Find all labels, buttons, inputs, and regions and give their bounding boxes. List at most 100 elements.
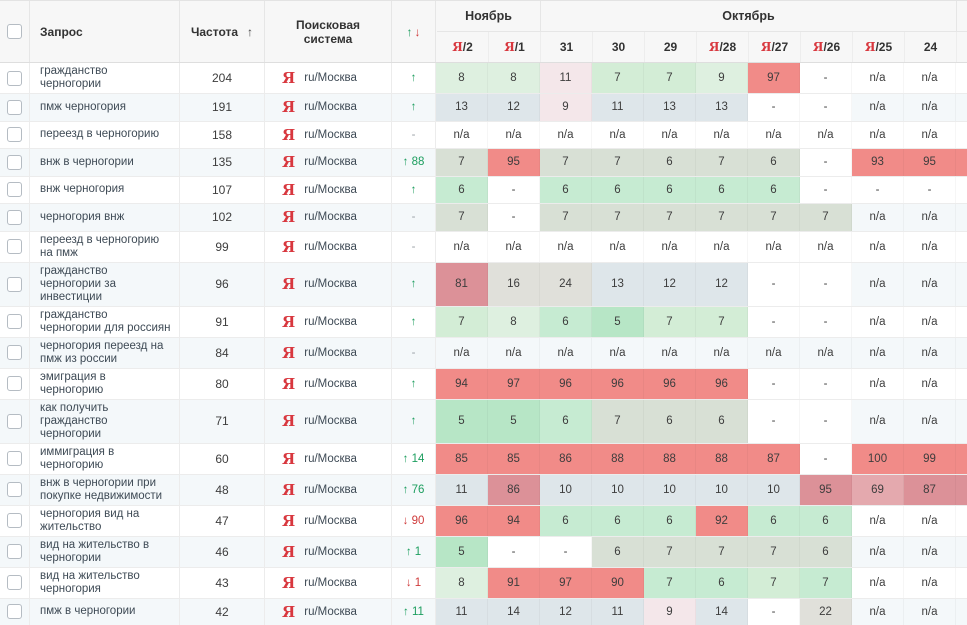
- position-cell: n/a: [540, 122, 592, 149]
- position-cell: -: [488, 536, 540, 567]
- position-cell: 100: [852, 443, 904, 474]
- position-cell: 11: [436, 474, 488, 505]
- change-up-indicator: ↑ 1: [405, 545, 422, 558]
- query-cell[interactable]: гражданство черногории для россиян: [30, 306, 180, 337]
- query-cell[interactable]: гражданство черногории: [30, 63, 180, 93]
- query-cell[interactable]: пмж в черногории: [30, 598, 180, 625]
- day-header-31[interactable]: 31: [541, 32, 593, 62]
- select-all-checkbox[interactable]: [7, 24, 22, 39]
- change-none-indicator: -: [411, 211, 416, 224]
- day-header-1[interactable]: Я/1: [489, 32, 541, 62]
- change-none-indicator: -: [411, 240, 416, 253]
- row-checkbox[interactable]: [7, 604, 22, 620]
- change-cell: -: [392, 204, 436, 231]
- position-cell: n/a: [852, 232, 904, 262]
- row-edge: [956, 537, 967, 567]
- search-engine-column-header: Поисковая система: [265, 1, 392, 62]
- position-cell: 7: [592, 399, 644, 443]
- change-down-indicator: ↓ 1: [405, 576, 422, 589]
- engine-region-label: ru/Москва: [304, 452, 357, 465]
- row-checkbox[interactable]: [7, 451, 22, 466]
- day-header-24[interactable]: 24: [905, 32, 957, 62]
- row-checkbox[interactable]: [7, 70, 22, 86]
- row-edge: [956, 232, 967, 262]
- query-cell[interactable]: гражданство черногории за инвестиции: [30, 262, 180, 306]
- row-checkbox[interactable]: [7, 544, 22, 559]
- day-header-2[interactable]: Я/2: [437, 32, 489, 62]
- row-checkbox[interactable]: [7, 345, 22, 360]
- day-label: /27: [771, 40, 789, 54]
- change-column-header[interactable]: ↑ ↓: [392, 1, 436, 62]
- position-cell: 13: [696, 94, 748, 121]
- query-cell[interactable]: внж в черногории при покупке недвижимост…: [30, 474, 180, 505]
- query-column-header[interactable]: Запрос: [30, 1, 180, 62]
- query-cell[interactable]: переезд в черногорию: [30, 121, 180, 148]
- position-cell: 87: [748, 443, 800, 474]
- position-cell: -: [748, 598, 800, 625]
- query-cell[interactable]: иммиграция в черногорию: [30, 443, 180, 474]
- query-cell[interactable]: внж черногория: [30, 176, 180, 203]
- day-header-29[interactable]: 29: [645, 32, 697, 62]
- row-checkbox[interactable]: [7, 182, 22, 198]
- query-cell[interactable]: вид на жительство в черногории: [30, 536, 180, 567]
- row-checkbox[interactable]: [7, 154, 22, 170]
- change-none-indicator: -: [411, 346, 416, 359]
- row-checkbox[interactable]: [7, 99, 22, 115]
- frequency-column-header[interactable]: Частота ↑: [180, 1, 265, 62]
- row-checkbox[interactable]: [7, 314, 22, 329]
- change-cell: ↑ 11: [392, 598, 436, 625]
- day-header-28[interactable]: Я/28: [697, 32, 749, 62]
- change-cell: ↑: [392, 94, 436, 121]
- position-cell: -: [488, 177, 540, 204]
- query-cell[interactable]: эмиграция в черногорию: [30, 368, 180, 399]
- frequency-cell: 46: [180, 536, 265, 567]
- position-cell: 6: [696, 176, 748, 203]
- change-up-indicator: ↑ 11: [403, 605, 424, 618]
- row-checkbox[interactable]: [7, 482, 22, 497]
- query-cell[interactable]: вид на жительство черногория: [30, 567, 180, 598]
- query-cell[interactable]: черногория внж: [30, 204, 180, 231]
- position-cell: 7: [696, 149, 748, 176]
- change-none-indicator: -: [411, 128, 416, 141]
- query-cell[interactable]: переезд в черногорию на пмж: [30, 231, 180, 262]
- query-column-label: Запрос: [40, 24, 83, 39]
- query-cell[interactable]: пмж черногория: [30, 94, 180, 121]
- row-checkbox[interactable]: [7, 127, 22, 143]
- month-header-1: Октябрь: [541, 1, 957, 31]
- row-edge: [956, 400, 967, 443]
- checkbox-cell: [0, 63, 30, 93]
- position-cell: 8: [488, 306, 540, 337]
- row-checkbox[interactable]: [7, 413, 22, 429]
- day-header-30[interactable]: 30: [593, 32, 645, 62]
- position-cell: 6: [800, 505, 852, 536]
- row-checkbox[interactable]: [7, 513, 22, 528]
- row-checkbox[interactable]: [7, 276, 22, 292]
- row-checkbox[interactable]: [7, 376, 22, 391]
- query-cell[interactable]: внж в черногории: [30, 149, 180, 176]
- position-cell: 13: [592, 262, 644, 306]
- row-checkbox[interactable]: [7, 239, 22, 254]
- query-cell[interactable]: черногория переезд на пмж из россии: [30, 337, 180, 368]
- query-cell[interactable]: как получить гражданство черногории: [30, 399, 180, 443]
- query-cell[interactable]: черногория вид на жительство: [30, 505, 180, 536]
- day-header-26[interactable]: Я/26: [801, 32, 853, 62]
- day-header-27[interactable]: Я/27: [749, 32, 801, 62]
- position-cell: 11: [436, 598, 488, 625]
- sort-asc-icon[interactable]: ↑: [247, 24, 254, 39]
- position-cell: 92: [696, 505, 748, 536]
- frequency-cell: 107: [180, 176, 265, 203]
- row-checkbox[interactable]: [7, 209, 22, 225]
- position-cell: n/a: [852, 599, 904, 625]
- change-up-indicator: ↑: [410, 415, 417, 427]
- row-checkbox[interactable]: [7, 575, 22, 590]
- position-cell: 94: [488, 505, 540, 536]
- position-cell: n/a: [852, 537, 904, 567]
- position-cell: 7: [592, 204, 644, 231]
- change-down-indicator: ↓ 90: [402, 514, 425, 527]
- row-edge: [956, 122, 967, 149]
- day-header-25[interactable]: Я/25: [853, 32, 905, 62]
